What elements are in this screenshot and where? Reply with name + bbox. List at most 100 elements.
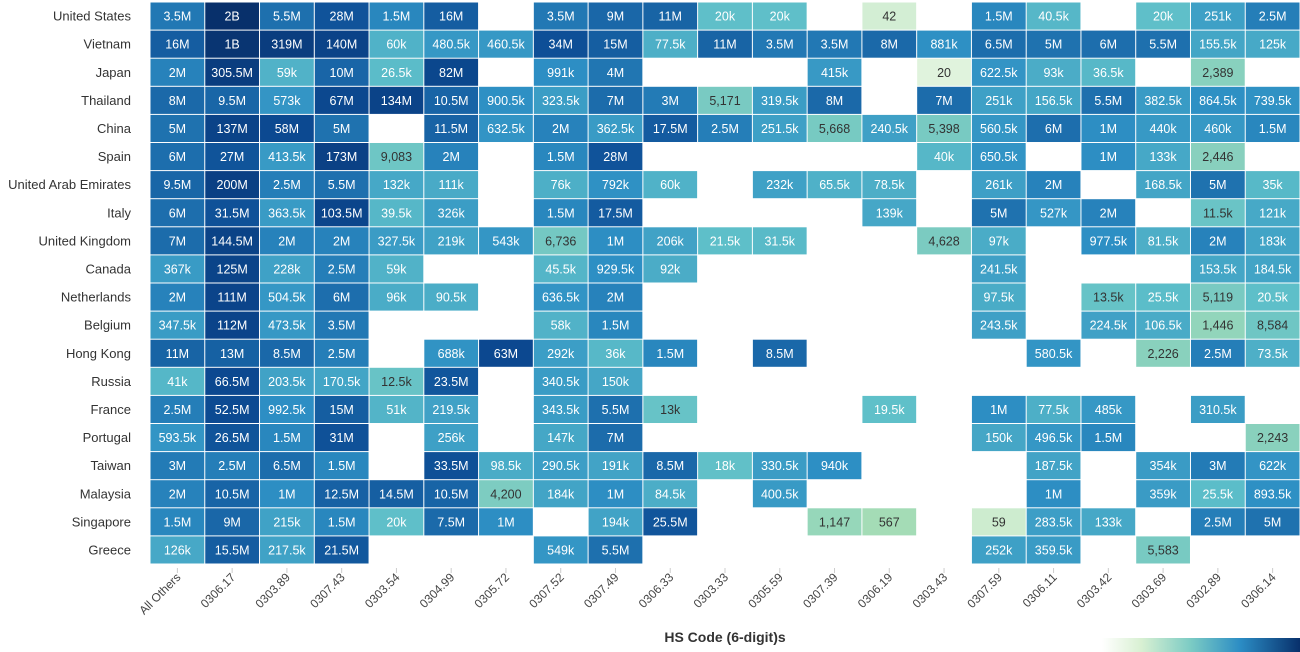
cell-value-label: 1,446 xyxy=(1202,319,1233,333)
heatmap-cell xyxy=(588,199,643,227)
heatmap-cell xyxy=(1081,86,1136,114)
cell-value-label: 5.5M xyxy=(273,10,301,24)
heatmap-cell xyxy=(807,452,862,480)
heatmap-cell xyxy=(643,30,698,58)
cell-value-label: 6M xyxy=(169,150,186,164)
heatmap-cell xyxy=(1026,452,1081,480)
cell-value-label: 132k xyxy=(383,178,411,192)
cell-value-label: 217.5k xyxy=(268,543,306,557)
heatmap-cell xyxy=(424,424,479,452)
heatmap-cell xyxy=(588,508,643,536)
heatmap-cell xyxy=(752,452,807,480)
cell-value-label: 1.5M xyxy=(328,459,356,473)
heatmap-cell xyxy=(424,227,479,255)
cell-value-label: 2.5M xyxy=(328,347,356,361)
cell-value-label: 5M xyxy=(333,122,350,136)
cell-value-label: 28M xyxy=(330,10,354,24)
heatmap-cell xyxy=(369,30,424,58)
heatmap-cell xyxy=(971,508,1026,536)
heatmap-cell xyxy=(971,311,1026,339)
cell-value-label: 93k xyxy=(1043,66,1064,80)
heatmap-cell xyxy=(698,227,752,255)
heatmap-cell xyxy=(698,114,752,142)
heatmap-cell xyxy=(314,424,369,452)
heatmap-cell xyxy=(643,508,698,536)
cell-value-label: 632.5k xyxy=(487,122,525,136)
heatmap-cell xyxy=(1190,171,1245,199)
heatmap-cell xyxy=(1136,339,1190,367)
heatmap-cell xyxy=(1136,171,1190,199)
cell-value-label: 3M xyxy=(1209,459,1226,473)
column-label: 0302.89 xyxy=(1183,570,1224,611)
cell-value-label: 66.5M xyxy=(215,375,250,389)
cell-value-label: 31M xyxy=(330,431,354,445)
heatmap-cell xyxy=(752,114,807,142)
cell-value-label: 31.5M xyxy=(215,206,250,220)
cell-value-label: 6,736 xyxy=(545,234,576,248)
cell-value-label: 1.5M xyxy=(602,319,630,333)
column-label: 0306.11 xyxy=(1020,570,1060,610)
heatmap-cell xyxy=(1026,508,1081,536)
heatmap-cell xyxy=(205,30,260,58)
column-label: 0307.59 xyxy=(964,570,1005,611)
heatmap-cell xyxy=(424,367,479,395)
heatmap-cell xyxy=(588,283,643,311)
heatmap-cell xyxy=(424,452,479,480)
heatmap-cell xyxy=(369,227,424,255)
cell-value-label: 20k xyxy=(386,515,407,529)
heatmap-cell xyxy=(314,58,369,86)
cell-value-label: 290.5k xyxy=(542,459,580,473)
heatmap-cell xyxy=(150,199,205,227)
heatmap-cell xyxy=(533,199,588,227)
cell-value-label: 60k xyxy=(660,178,681,192)
heatmap-cell xyxy=(1190,199,1245,227)
cell-value-label: 241.5k xyxy=(980,262,1018,276)
cell-value-label: 139k xyxy=(876,206,904,220)
heatmap-cell xyxy=(369,367,424,395)
heatmap-cell xyxy=(369,143,424,171)
cell-value-label: 77.5k xyxy=(655,38,686,52)
heatmap-cell xyxy=(588,311,643,339)
cell-value-label: 191k xyxy=(602,459,630,473)
heatmap-cell xyxy=(150,30,205,58)
heatmap-cell xyxy=(1136,311,1190,339)
cell-value-label: 7M xyxy=(607,94,624,108)
row-label: Greece xyxy=(88,542,131,557)
cell-value-label: 1.5M xyxy=(1259,122,1287,136)
cell-value-label: 15.5M xyxy=(215,543,250,557)
cell-value-label: 3.5M xyxy=(766,38,794,52)
cell-value-label: 10.5M xyxy=(434,487,469,501)
heatmap-cell xyxy=(260,536,314,564)
heatmap-cell xyxy=(862,114,917,142)
heatmap-cell xyxy=(260,508,314,536)
heatmap-cell xyxy=(1190,58,1245,86)
cell-value-label: 5.5M xyxy=(1149,38,1177,52)
cell-value-label: 251.5k xyxy=(761,122,799,136)
cell-value-label: 17.5M xyxy=(598,206,633,220)
column-label: 0306.19 xyxy=(855,570,896,611)
cell-value-label: 12.5k xyxy=(381,375,412,389)
cell-value-label: 343.5k xyxy=(542,403,580,417)
cell-value-label: 5.5M xyxy=(602,543,630,557)
heatmap-cell xyxy=(588,395,643,423)
heatmap-cell xyxy=(971,536,1026,564)
cell-value-label: 5.5M xyxy=(328,178,356,192)
heatmap-cell xyxy=(205,508,260,536)
cell-value-label: 40.5k xyxy=(1038,10,1069,24)
heatmap-cell xyxy=(971,199,1026,227)
cell-value-label: 26.5M xyxy=(215,431,250,445)
heatmap-cell xyxy=(698,86,752,114)
x-axis-title: HS Code (6-digit)s xyxy=(664,629,786,645)
cell-value-label: 90.5k xyxy=(436,291,467,305)
cell-value-label: 7M xyxy=(607,431,624,445)
cell-value-label: 14.5M xyxy=(379,487,414,501)
heatmap-cell xyxy=(917,86,971,114)
cell-value-label: 3.5M xyxy=(163,10,191,24)
heatmap-cell xyxy=(205,424,260,452)
cell-value-label: 125k xyxy=(1259,38,1287,52)
heatmap-cell xyxy=(260,143,314,171)
heatmap-cell xyxy=(424,395,479,423)
heatmap-cell xyxy=(1190,339,1245,367)
cell-value-label: 573k xyxy=(273,94,301,108)
cell-value-label: 184.5k xyxy=(1254,262,1292,276)
